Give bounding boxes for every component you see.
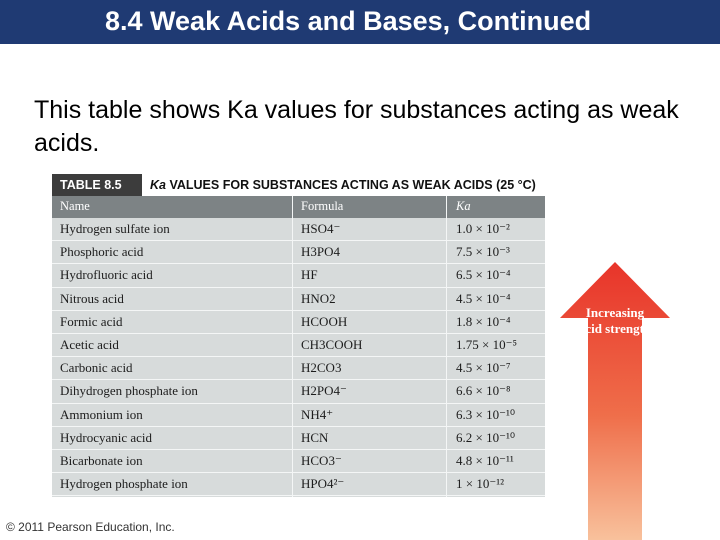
cell-ka: 6.2 × 10⁻¹⁰ — [456, 429, 516, 445]
header-name: Name — [60, 199, 90, 213]
cell-name: Hydrogen sulfate ion — [60, 221, 170, 236]
cell-formula: H2CO3 — [301, 360, 342, 376]
table-row: Nitrous acid HNO2 4.5 × 10⁻⁴ — [52, 288, 545, 311]
cell-ka: 4.5 × 10⁻⁴ — [456, 290, 511, 306]
table-body: Hydrogen sulfate ion HSO4⁻ 1.0 × 10⁻² Phosp… — [52, 218, 545, 497]
cell-formula: HF — [301, 267, 318, 283]
cell-name: Formic acid — [60, 313, 123, 329]
column-divider — [292, 196, 293, 497]
cell-ka: 1.0 × 10⁻² — [456, 221, 510, 236]
cell-formula: HSO4⁻ — [301, 221, 341, 236]
column-divider — [446, 196, 447, 497]
caption-rest: VALUES FOR SUBSTANCES ACTING AS WEAK ACI… — [165, 178, 536, 192]
table-header-row: Name Formula Ka — [52, 196, 545, 218]
table-row: Hydrogen sulfate ion HSO4⁻ 1.0 × 10⁻² — [52, 218, 545, 242]
cell-name: Hydrogen phosphate ion — [60, 476, 188, 492]
cell-formula: HCN — [301, 429, 329, 445]
header-ka: Ka — [456, 199, 471, 213]
cell-formula: HCOOH — [301, 313, 348, 329]
copyright: © 2011 Pearson Education, Inc. — [6, 520, 175, 534]
table-row: Formic acid HCOOH 1.8 × 10⁻⁴ — [52, 311, 545, 334]
cell-name: Acetic acid — [60, 336, 119, 352]
table-row: Ammonium ion NH4⁺ 6.3 × 10⁻¹⁰ — [52, 404, 545, 427]
table-row: Dihydrogen phosphate ion H2PO4⁻ 6.6 × 10⁻⁸ — [52, 380, 545, 404]
table-row: Phosphoric acid H3PO4 7.5 × 10⁻³ — [52, 241, 545, 265]
intro-text: This table shows Ka values for substance… — [34, 96, 679, 157]
cell-formula: CH3COOH — [301, 336, 363, 352]
cell-formula: HNO2 — [301, 290, 336, 306]
cell-formula: H3PO4 — [301, 244, 341, 260]
header-formula: Formula — [301, 199, 344, 213]
cell-name: Dihydrogen phosphate ion — [60, 383, 198, 399]
table-row: Bicarbonate ion HCO3⁻ 4.8 × 10⁻¹¹ — [52, 450, 545, 474]
cell-formula: NH4⁺ — [301, 406, 334, 422]
cell-ka: 6.6 × 10⁻⁸ — [456, 383, 511, 399]
cell-ka: 6.3 × 10⁻¹⁰ — [456, 406, 516, 422]
table-row: Hydrocyanic acid HCN 6.2 × 10⁻¹⁰ — [52, 427, 545, 450]
cell-name: Carbonic acid — [60, 360, 133, 376]
cell-name: Hydrofluoric acid — [60, 267, 153, 283]
cell-formula: H2PO4⁻ — [301, 383, 347, 399]
cell-ka: 1 × 10⁻¹² — [456, 476, 504, 492]
cell-name: Ammonium ion — [60, 406, 143, 422]
table-row: Hydrofluoric acid HF 6.5 × 10⁻⁴ — [52, 264, 545, 288]
table-caption: TABLE 8.5 Ka VALUES FOR SUBSTANCES ACTIN… — [52, 174, 545, 196]
cell-ka: 6.5 × 10⁻⁴ — [456, 267, 511, 283]
cell-ka: 1.8 × 10⁻⁴ — [456, 313, 511, 329]
table-row: Acetic acid CH3COOH 1.75 × 10⁻⁵ — [52, 334, 545, 358]
cell-formula: HCO3⁻ — [301, 452, 342, 468]
cell-name: Nitrous acid — [60, 290, 124, 306]
cell-ka: 7.5 × 10⁻³ — [456, 244, 510, 260]
cell-ka: 4.8 × 10⁻¹¹ — [456, 452, 514, 468]
caption-ka-symbol: Ka — [150, 178, 166, 192]
increasing-acid-strength-arrow — [560, 262, 670, 540]
cell-name: Bicarbonate ion — [60, 452, 143, 468]
cell-formula: HPO4²⁻ — [301, 476, 345, 492]
cell-ka: 4.5 × 10⁻⁷ — [456, 360, 511, 376]
table-row: Hydrogen phosphate ion HPO4²⁻ 1 × 10⁻¹² — [52, 473, 545, 497]
title-bar: 8.4 Weak Acids and Bases, Continued — [0, 0, 720, 44]
cell-name: Phosphoric acid — [60, 244, 144, 260]
table-row: Carbonic acid H2CO3 4.5 × 10⁻⁷ — [52, 357, 545, 381]
slide-title: 8.4 Weak Acids and Bases, Continued — [105, 6, 592, 36]
table-caption-text: Ka VALUES FOR SUBSTANCES ACTING AS WEAK … — [150, 174, 536, 196]
cell-name: Hydrocyanic acid — [60, 429, 153, 445]
cell-ka: 1.75 × 10⁻⁵ — [456, 336, 517, 352]
ka-table: TABLE 8.5 Ka VALUES FOR SUBSTANCES ACTIN… — [52, 174, 545, 497]
arrow-label: Increasing acid strength — [578, 305, 652, 336]
table-number: TABLE 8.5 — [52, 174, 142, 196]
